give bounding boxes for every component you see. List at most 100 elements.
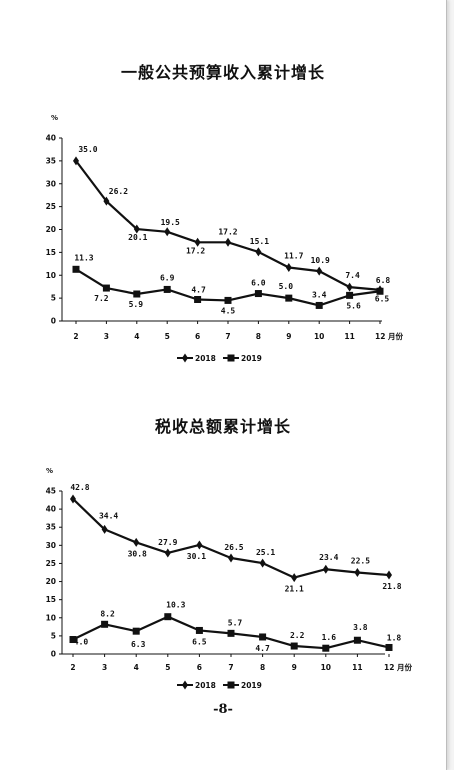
chart-2-point-2019	[385, 643, 393, 651]
chart-1-x-tick-label: 4	[134, 332, 139, 341]
chart-1-point-2019	[315, 301, 323, 309]
chart-2-data-label-2019: 4.7	[255, 644, 270, 653]
chart-2-y-tick-label: 40	[46, 505, 56, 514]
chart-1-data-label-2019: 7.2	[94, 294, 109, 303]
chart-2-data-label-2018: 21.8	[382, 582, 401, 591]
chart-1-point-2018	[133, 224, 140, 234]
chart-2-series-2018: 42.8 34.4 30.8 27.9 30.1 26.5 25.1 21.1 23.4 22.5…	[70, 483, 402, 594]
chart-2-data-label-2019: 6.3	[131, 640, 146, 649]
chart-1-data-label-2019: 11.3	[74, 253, 93, 262]
chart-2-data-label-2018: 25.1	[256, 548, 275, 557]
chart-1-data-label-2019: 5.9	[129, 300, 144, 309]
chart-1-point-2019	[72, 265, 80, 273]
chart-2-point-2018	[133, 537, 140, 547]
chart-2-point-2018	[322, 564, 329, 574]
chart-1-point-2019	[346, 291, 354, 299]
chart-1-data-label-2019: 4.7	[191, 285, 206, 294]
chart-1-x-tick-label: 9	[286, 332, 291, 341]
chart-1-point-2018	[346, 282, 353, 292]
chart-1-y-unit: %	[51, 114, 58, 122]
chart-2-point-2018	[354, 568, 361, 577]
chart-2-y-tick-label: 5	[51, 631, 56, 640]
chart-2-y-tick-label: 10	[46, 613, 56, 622]
chart-1-point-2019	[285, 294, 293, 302]
chart-2-point-2019	[322, 644, 330, 652]
chart-1-point-2018	[316, 266, 323, 276]
chart-1-y-tick-label: 0	[51, 317, 56, 326]
chart-2-point-2019	[290, 642, 298, 650]
chart-2-data-label-2018: 30.1	[187, 552, 206, 561]
chart-2-y-tick-label: 0	[51, 650, 56, 659]
chart-2-x-tick-label: 3	[102, 663, 107, 672]
chart-1-y-tick-label: 15	[46, 248, 56, 257]
chart-1-point-2019	[376, 287, 384, 295]
chart-2-data-label-2018: 23.4	[319, 553, 338, 562]
chart-1-y-tick-label: 25	[46, 202, 56, 211]
chart-2-data-label-2018: 21.1	[285, 585, 304, 594]
chart-1-title: 一般公共预算收入累计增长	[121, 63, 325, 82]
chart-2-data-label-2019: 1.8	[387, 633, 402, 642]
legend-label-2019: 2019	[241, 681, 262, 690]
chart-1-x-tick-label: 11	[344, 332, 354, 341]
legend-label-2019: 2019	[241, 354, 262, 363]
chart-1-point-2018	[194, 237, 201, 247]
chart-1-legend: 2018 2019	[177, 353, 262, 363]
chart-1-data-label-2018: 15.1	[250, 237, 269, 246]
chart-1-series-2018-line	[75, 160, 381, 291]
chart-2-title: 税收总额累计增长	[155, 417, 291, 436]
chart-1-point-2019	[133, 290, 141, 298]
chart-2-data-label-2018: 22.5	[351, 557, 370, 566]
chart-1-point-2019	[254, 290, 262, 298]
chart-2-data-label-2018: 26.5	[224, 543, 243, 552]
chart-2-point-2018	[291, 573, 298, 583]
chart-1-data-label-2018: 26.2	[109, 187, 128, 196]
chart-2-point-2019	[227, 629, 235, 637]
chart-2-data-label-2018: 27.9	[158, 538, 177, 547]
chart-1-data-label-2019: 5.0	[279, 282, 294, 291]
chart-1-y-tick-label: 30	[46, 179, 56, 188]
chart-1-point-2018	[164, 227, 171, 237]
chart-1-series-2018: 35.0 26.2 20.1 19.5 17.2 17.2 15.1 11.7 10.9 7.4 6…	[73, 145, 390, 295]
chart-1-data-label-2018: 10.9	[311, 256, 330, 265]
chart-2-point-2018	[164, 548, 171, 558]
chart-1-data-label-2018: 7.4	[345, 271, 360, 280]
chart-2-point-2019	[101, 620, 109, 628]
legend-label-2018: 2018	[195, 681, 216, 690]
legend-marker-2019	[227, 354, 235, 362]
chart-1-data-label-2018: 17.2	[186, 246, 205, 255]
chart-1-point-2018	[255, 247, 262, 257]
chart-1-data-label-2018: 35.0	[78, 145, 97, 154]
chart-2-y-tick-label: 35	[46, 523, 56, 532]
chart-2-x-tick-label: 8	[260, 663, 265, 672]
chart-1-data-label-2018: 11.7	[284, 251, 303, 260]
chart-1-y-tick-label: 20	[46, 225, 56, 234]
chart-2-point-2019	[164, 613, 172, 621]
chart-2-x-tick-label: 10	[321, 663, 331, 672]
chart-2-x-tick-label: 9	[292, 663, 297, 672]
chart-2-data-label-2019: 4.0	[74, 638, 89, 647]
chart-2-point-2019	[195, 626, 203, 634]
chart-2-point-2018	[196, 540, 203, 550]
chart-1-data-label-2019: 5.6	[346, 301, 361, 310]
chart-1-data-label-2018: 19.5	[161, 218, 180, 227]
chart-1-point-2019	[102, 284, 110, 292]
chart-1-data-label-2019: 6.5	[375, 294, 390, 303]
chart-2-data-label-2018: 42.8	[70, 483, 89, 492]
chart-1-point-2019	[194, 295, 202, 303]
chart-1-x-tick-label: 3	[104, 332, 109, 341]
chart-1-x-tick-label: 2	[73, 332, 78, 341]
chart-1-point-2018	[225, 237, 231, 247]
chart-1-x-tick-label: 10	[314, 332, 324, 341]
legend-label-2018: 2018	[195, 354, 216, 363]
chart-2-point-2018	[386, 570, 392, 580]
chart-2-y-tick-label: 30	[46, 541, 56, 550]
chart-2-data-label-2019: 8.2	[100, 609, 115, 618]
chart-1-x-tick-label: 6	[195, 332, 200, 341]
chart-1-data-label-2019: 4.5	[221, 306, 236, 315]
chart-2-data-label-2019: 5.7	[228, 618, 243, 627]
chart-2-x-tick-label: 6	[197, 663, 202, 672]
chart-1-point-2019	[163, 285, 171, 293]
chart-2-legend: 2018 2019	[177, 680, 262, 690]
chart-1-x-tick-label: 12 月份	[375, 331, 404, 341]
